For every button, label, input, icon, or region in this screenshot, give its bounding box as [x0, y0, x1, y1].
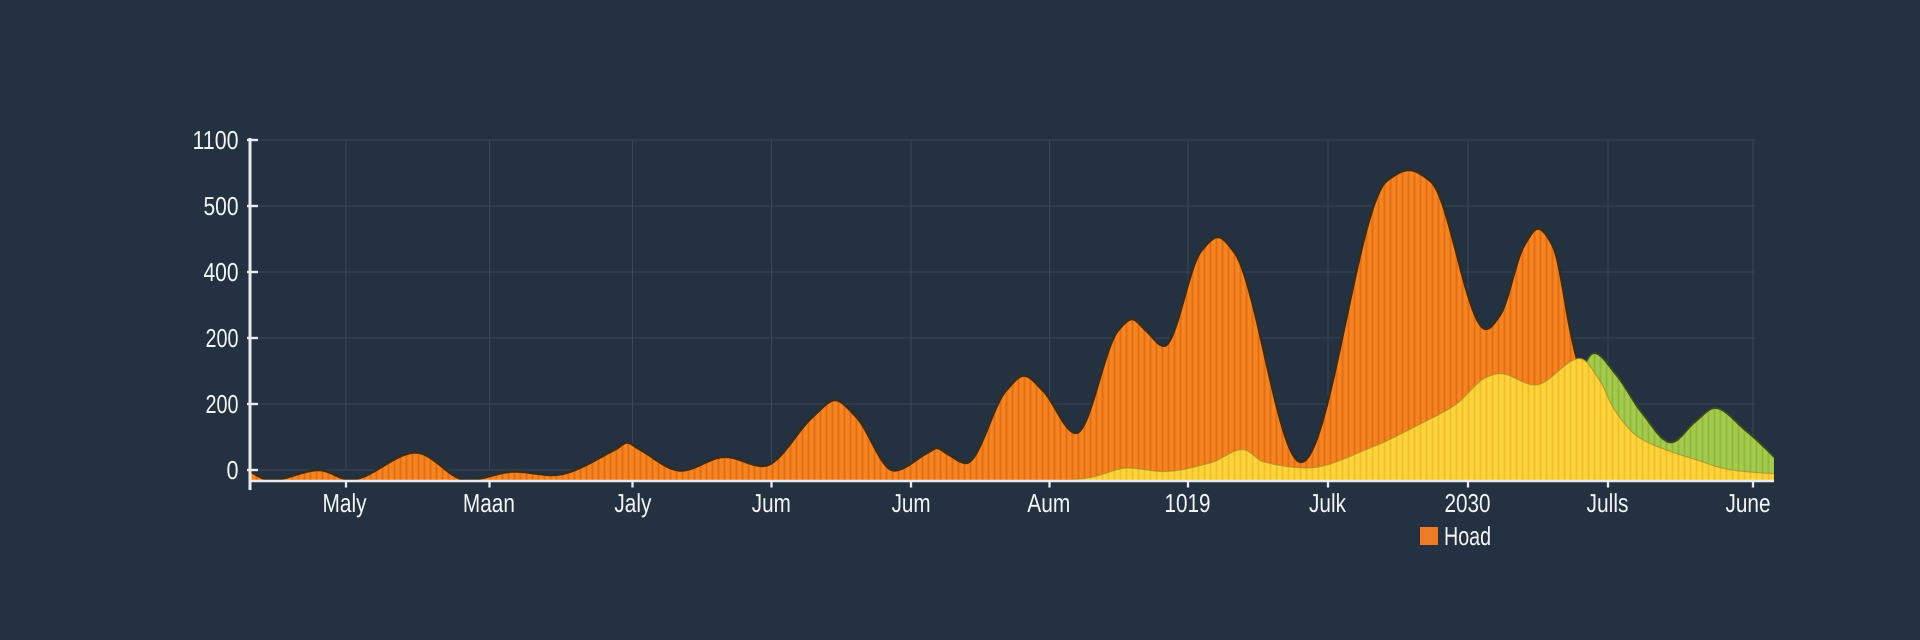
- svg-text:0: 0: [227, 455, 239, 485]
- svg-text:Maan: Maan: [463, 488, 515, 518]
- svg-text:Jaly: Jaly: [614, 488, 651, 518]
- svg-text:Aum: Aum: [1027, 488, 1070, 518]
- svg-text:Jum: Jum: [752, 488, 791, 518]
- svg-text:Maly: Maly: [323, 488, 367, 518]
- svg-text:Jum: Jum: [892, 488, 931, 518]
- svg-text:2030: 2030: [1445, 488, 1491, 518]
- svg-text:Julls: Julls: [1587, 488, 1629, 518]
- svg-text:Hoad: Hoad: [1444, 521, 1491, 551]
- svg-text:Julk: Julk: [1309, 488, 1347, 518]
- svg-text:200: 200: [206, 389, 239, 419]
- svg-text:1019: 1019: [1165, 488, 1211, 518]
- svg-text:400: 400: [204, 257, 239, 287]
- svg-text:1100: 1100: [193, 125, 239, 155]
- svg-text:June: June: [1726, 488, 1771, 518]
- svg-text:200: 200: [206, 323, 239, 353]
- svg-text:500: 500: [204, 191, 239, 221]
